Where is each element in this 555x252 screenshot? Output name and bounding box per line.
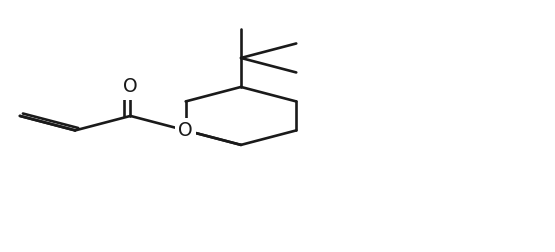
- Text: O: O: [123, 77, 138, 97]
- Text: O: O: [178, 121, 193, 140]
